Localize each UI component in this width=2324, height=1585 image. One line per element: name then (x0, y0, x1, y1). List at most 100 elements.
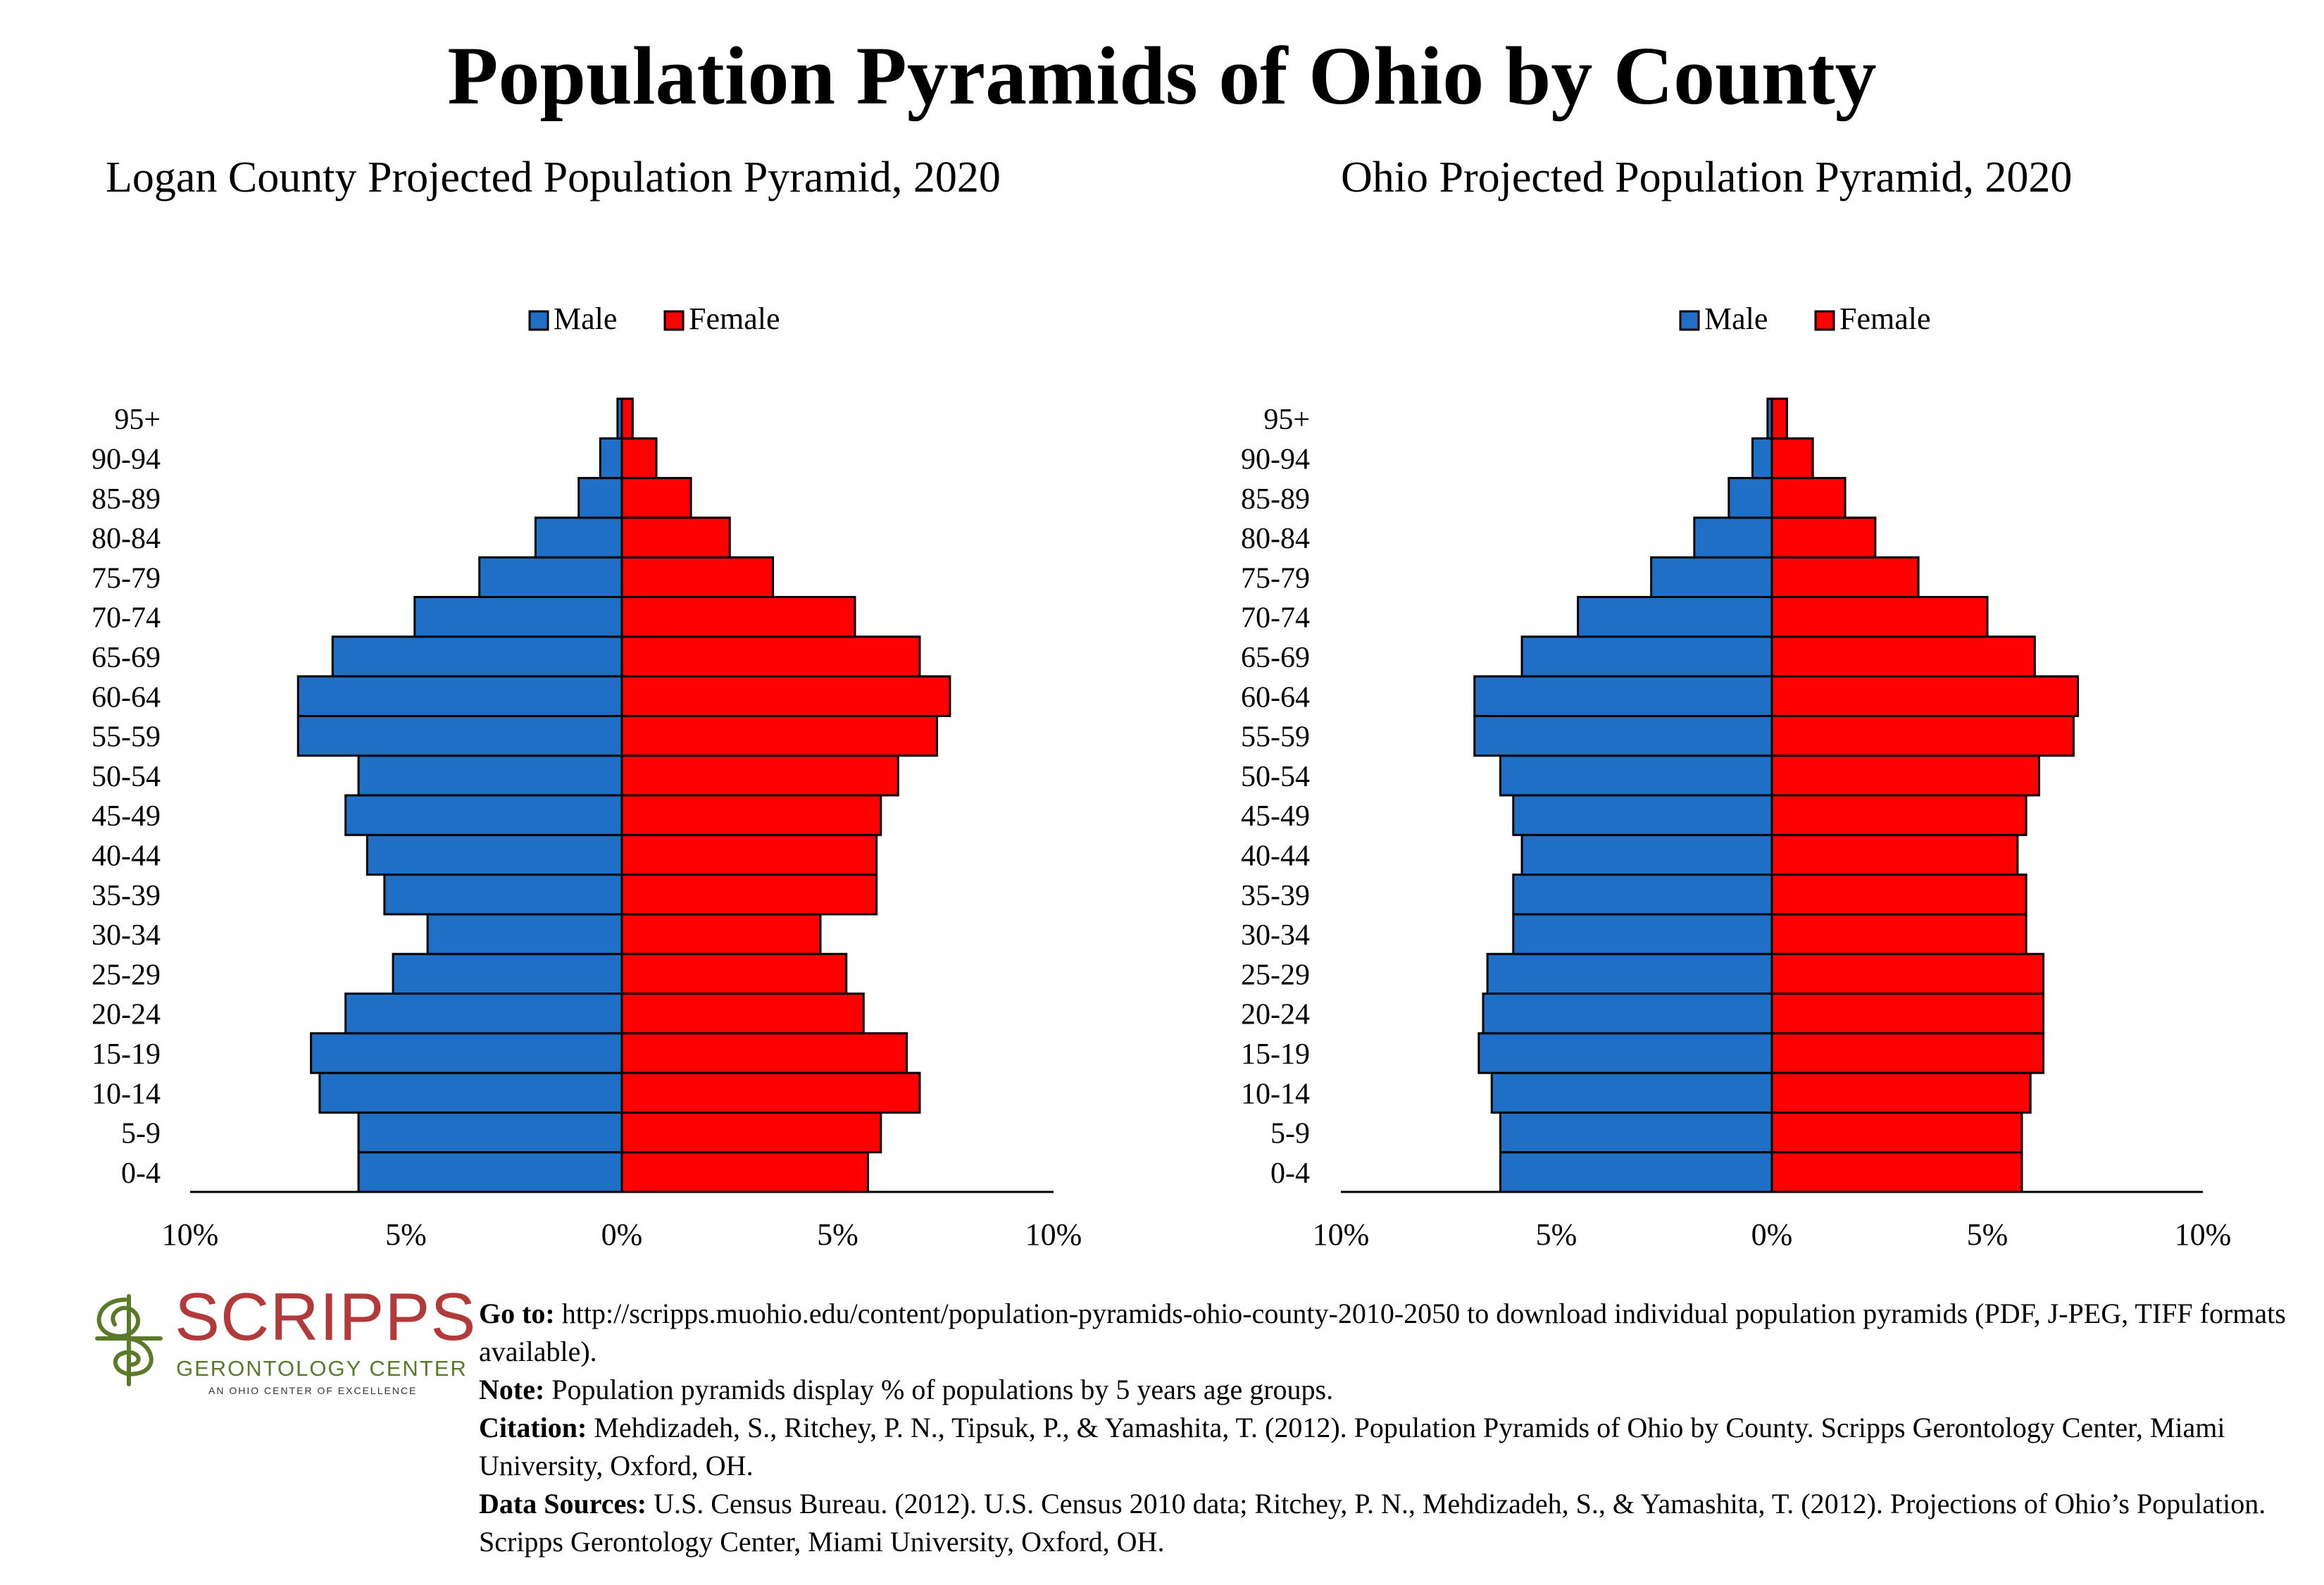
logan-bar-female-95+ (620, 397, 634, 440)
ohio-bar-male-20-24 (1482, 993, 1773, 1035)
logan-age-label: 15-19 (92, 1038, 161, 1071)
ohio-bar-female-75-79 (1770, 556, 1920, 599)
ohio-age-label: 35-39 (1241, 880, 1310, 912)
logan-legend-label-female: Female (689, 302, 780, 336)
note-citation-text: Mehdizadeh, S., Ritchey, P. N., Tipsuk, … (479, 1412, 2225, 1481)
ohio-bar-male-65-69 (1520, 635, 1773, 678)
logan-bar-male-45-49 (344, 794, 623, 836)
ohio-age-label: 65-69 (1241, 642, 1310, 674)
ohio-bar-male-0-4 (1499, 1151, 1773, 1193)
logan-bar-female-20-24 (620, 993, 865, 1035)
logan-bar-male-20-24 (344, 993, 623, 1035)
ohio-age-label: 0-4 (1270, 1157, 1310, 1190)
logan-bar-female-60-64 (620, 675, 951, 717)
logan-bar-female-90-94 (620, 437, 658, 480)
logan-age-label: 75-79 (92, 562, 161, 595)
logan-bar-female-35-39 (620, 874, 878, 916)
ohio-bar-female-35-39 (1770, 874, 2028, 916)
ohio-age-label: 90-94 (1241, 443, 1310, 476)
ohio-age-label: 70-74 (1241, 602, 1310, 635)
swirl-icon (95, 1294, 163, 1386)
logan-bar-male-40-44 (366, 833, 623, 876)
note-citation-label: Citation: (479, 1412, 587, 1443)
note-goto-text: http://scripps.muohio.edu/content/popula… (479, 1298, 2286, 1367)
logan-bar-female-80-84 (620, 516, 731, 559)
ohio-bar-male-50-54 (1499, 754, 1773, 797)
ohio-age-label: 5-9 (1270, 1118, 1310, 1150)
logan-bar-female-65-69 (620, 635, 921, 678)
ohio-bar-female-70-74 (1770, 596, 1989, 638)
ohio-bar-male-35-39 (1512, 874, 1773, 916)
chart-title-ohio: Ohio Projected Population Pyramid, 2020 (1341, 154, 2073, 201)
ohio-bar-male-10-14 (1490, 1071, 1773, 1114)
ohio-age-label: 60-64 (1241, 681, 1310, 714)
logan-age-label: 35-39 (92, 880, 161, 912)
logan-bar-female-45-49 (620, 794, 882, 836)
ohio-age-label: 15-19 (1241, 1038, 1310, 1071)
ohio-bar-female-15-19 (1770, 1032, 2045, 1074)
ohio-bar-male-40-44 (1520, 833, 1773, 876)
ohio-bar-female-40-44 (1770, 833, 2019, 876)
note-sources-text: U.S. Census Bureau. (2012). U.S. Census … (479, 1488, 2266, 1558)
ohio-bar-female-90-94 (1770, 437, 1814, 480)
ohio-age-label: 40-44 (1241, 840, 1310, 872)
ohio-bar-female-20-24 (1770, 993, 2045, 1035)
logan-bar-male-85-89 (577, 477, 623, 519)
ohio-bar-female-80-84 (1770, 516, 1877, 559)
ohio-tick-label: 5% (1536, 1217, 1578, 1252)
ohio-age-label: 20-24 (1241, 999, 1310, 1031)
logan-age-label: 10-14 (92, 1078, 161, 1110)
ohio-legend-swatch-male (1679, 310, 1700, 331)
ohio-age-label: 80-84 (1241, 523, 1310, 555)
ohio-bar-female-85-89 (1770, 477, 1847, 519)
footnotes: Go to: http://scripps.muohio.edu/content… (479, 1295, 2310, 1561)
ohio-age-label: 95+ (1263, 404, 1310, 436)
ohio-tick-label: 10% (1313, 1217, 1370, 1252)
logan-tick-label: 5% (385, 1217, 427, 1252)
logan-tick-label: 5% (817, 1217, 858, 1252)
note-note-text: Population pyramids display % of populat… (544, 1374, 1334, 1405)
logan-age-label: 85-89 (92, 483, 161, 516)
ohio-age-label: 10-14 (1241, 1078, 1310, 1110)
logan-age-label: 40-44 (92, 840, 161, 872)
logan-age-label: 95+ (114, 404, 161, 436)
logan-bar-female-55-59 (620, 714, 938, 757)
logo-wordmark: SCRIPPS (175, 1279, 477, 1355)
logan-legend-swatch-male (528, 310, 549, 331)
note-note: Note: Population pyramids display % of p… (479, 1371, 2310, 1409)
logan-legend-swatch-female (663, 310, 685, 331)
logan-age-label: 50-54 (92, 761, 161, 793)
ohio-bar-male-15-19 (1478, 1032, 1773, 1074)
ohio-age-label: 85-89 (1241, 483, 1310, 516)
ohio-bar-male-75-79 (1650, 556, 1773, 599)
ohio-bar-female-60-64 (1770, 675, 2080, 717)
ohio-age-label: 45-49 (1241, 800, 1310, 833)
logan-bar-male-70-74 (413, 596, 623, 638)
ohio-bar-male-25-29 (1486, 952, 1773, 995)
ohio-tick-label: 0% (1751, 1217, 1793, 1252)
logan-legend-label-male: Male (554, 302, 617, 336)
ohio-legend-label-male: Male (1704, 302, 1768, 336)
ohio-age-label: 30-34 (1241, 919, 1310, 952)
ohio-bar-male-85-89 (1728, 477, 1773, 519)
ohio-bar-female-25-29 (1770, 952, 2045, 995)
logan-tick-label: 0% (601, 1217, 643, 1252)
ohio-bar-female-45-49 (1770, 794, 2028, 836)
ohio-age-label: 25-29 (1241, 959, 1310, 991)
logan-age-label: 0-4 (121, 1157, 161, 1190)
logo-tagline: AN OHIO CENTER OF EXCELLENCE (208, 1385, 418, 1396)
ohio-bar-male-80-84 (1693, 516, 1773, 559)
scripps-logo: SCRIPPS GERONTOLOGY CENTER AN OHIO CENTE… (83, 1279, 475, 1405)
ohio-bar-female-0-4 (1770, 1151, 2023, 1193)
logan-bar-female-25-29 (620, 952, 848, 995)
ohio-bar-female-65-69 (1770, 635, 2036, 678)
logan-age-label: 30-34 (92, 919, 161, 952)
logo-subtitle: GERONTOLOGY CENTER (176, 1356, 468, 1381)
ohio-tick-label: 5% (1967, 1217, 2008, 1252)
note-note-label: Note: (479, 1374, 545, 1405)
ohio-age-label: 75-79 (1241, 562, 1310, 595)
logan-bar-female-70-74 (620, 596, 856, 638)
ohio-bar-male-45-49 (1512, 794, 1773, 836)
